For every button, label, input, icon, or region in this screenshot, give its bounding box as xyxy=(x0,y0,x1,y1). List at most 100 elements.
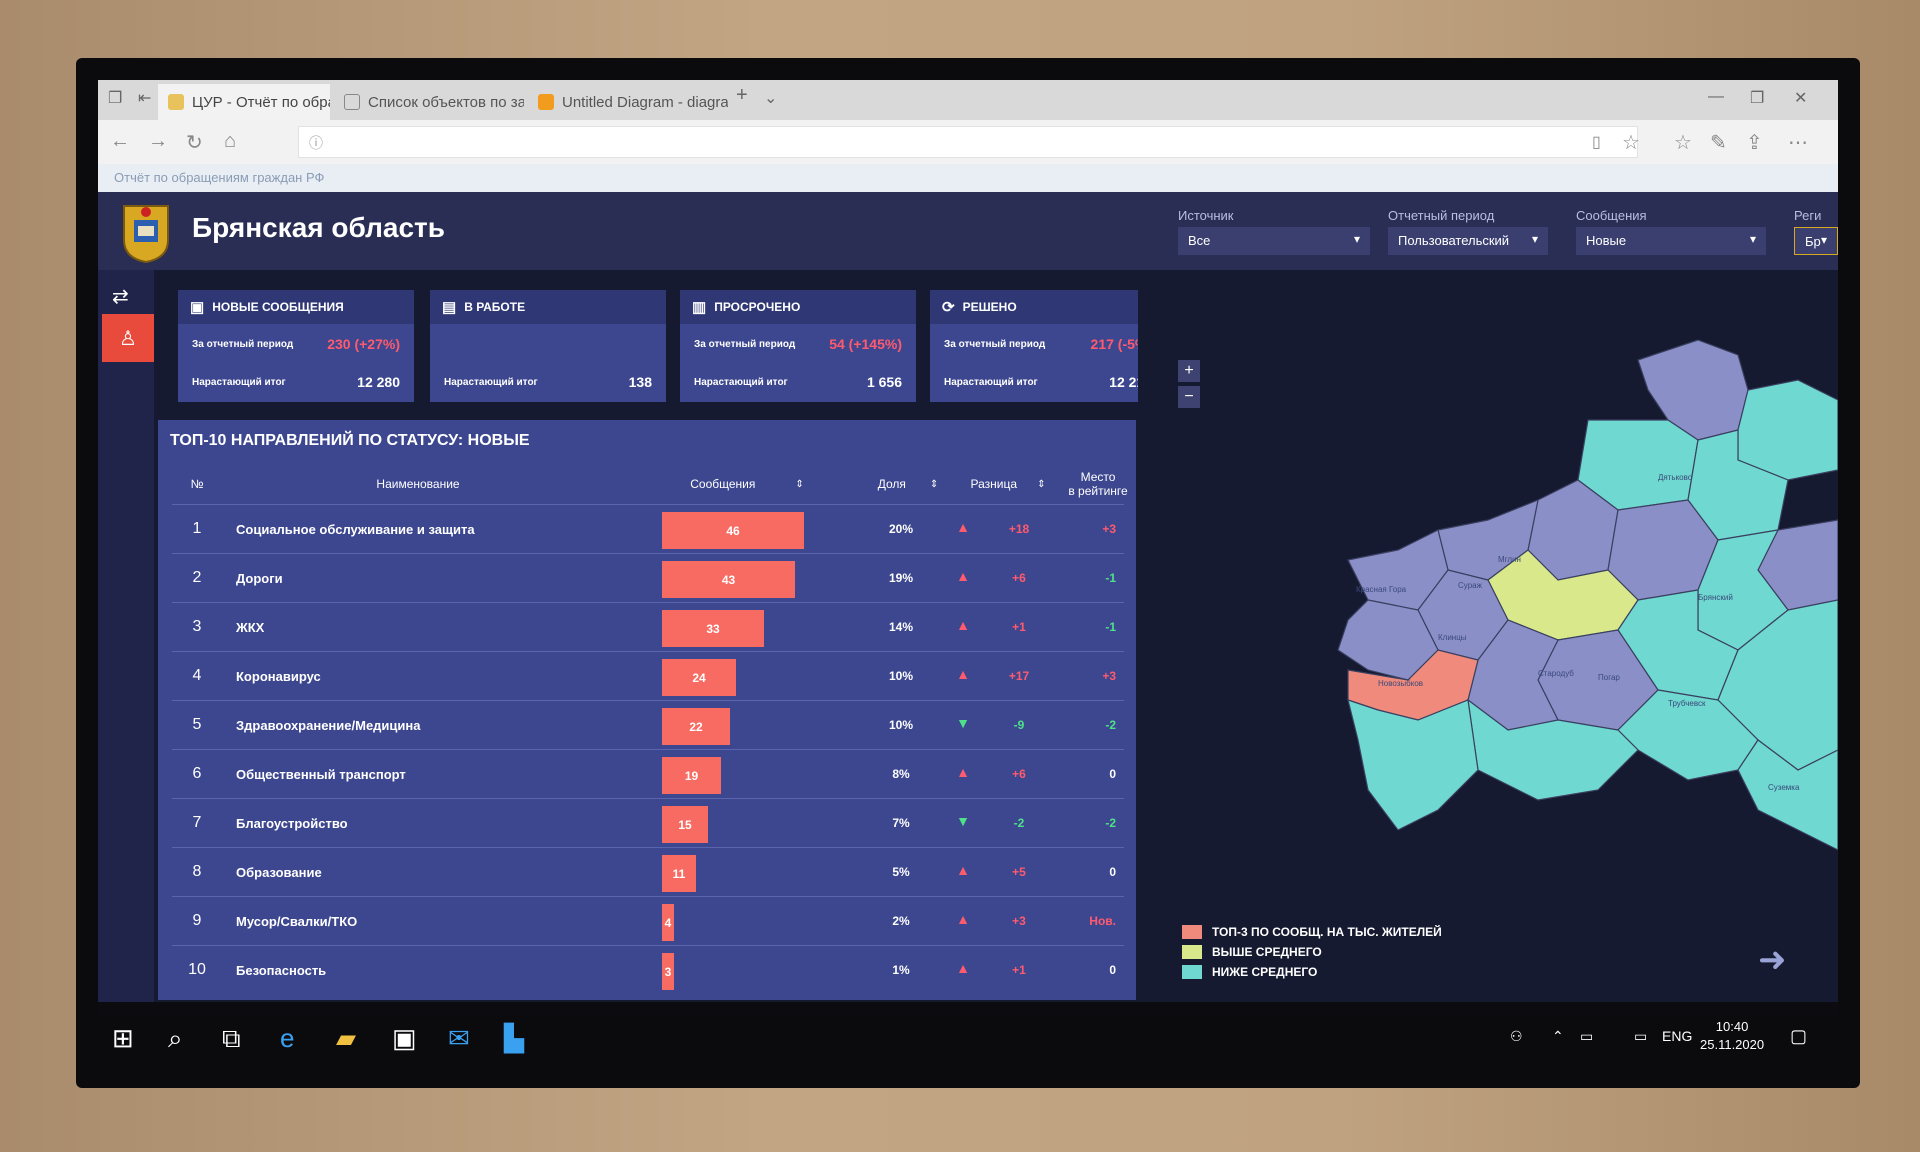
forward-icon[interactable]: → xyxy=(148,130,168,152)
report-tabstrip: Отчёт по обращениям граждан РФ xyxy=(98,164,1838,192)
back-icon[interactable]: ← xyxy=(110,130,130,152)
kpi-new-messages[interactable]: ▣ НОВЫЕ СООБЩЕНИЯ За отчетный период 230 (… xyxy=(178,290,414,402)
period-select[interactable]: Пользовательский xyxy=(1388,227,1548,255)
pen-icon[interactable]: ✎ xyxy=(1710,132,1727,154)
language-indicator[interactable]: ENG xyxy=(1662,1028,1693,1044)
row-num: 5 xyxy=(192,716,202,733)
messages-bar: 4 xyxy=(662,904,674,941)
chevron-down-icon[interactable]: ⌄ xyxy=(764,90,778,107)
close-window-icon[interactable]: ✕ xyxy=(1794,90,1808,107)
table-row[interactable]: 4 Коронавирус 24 10% ▲ +17 +3 xyxy=(172,651,1124,700)
mail-icon[interactable]: ✉ xyxy=(448,1023,470,1053)
search-icon[interactable]: ⌕ xyxy=(168,1023,183,1053)
legend-swatch xyxy=(1182,945,1202,959)
sidebar-item-citizen[interactable]: ♙ xyxy=(102,314,154,362)
favorite-star-icon[interactable]: ☆ xyxy=(1622,132,1640,154)
tab-manager-icon[interactable]: ❐ xyxy=(108,90,123,107)
table-row[interactable]: 1 Социальное обслуживание и защита 46 20% ▲ +… xyxy=(172,504,1124,553)
chat-icon: ▣ xyxy=(190,299,205,316)
table-row[interactable]: 3 ЖКХ 33 14% ▲ +1 -1 xyxy=(172,602,1124,651)
table-row[interactable]: 10 Безопасность 3 1% ▲ +1 0 xyxy=(172,945,1124,994)
row-num: 4 xyxy=(192,667,202,684)
map-svg[interactable]: Красная Гора Сураж Мглин Клинцы Новозыбк… xyxy=(1138,270,1838,1002)
new-tab-icon[interactable]: + xyxy=(736,84,748,106)
col-name: Наименование xyxy=(376,477,460,491)
home-icon[interactable]: ⌂ xyxy=(224,130,237,152)
tray-chevron-icon[interactable]: ⌃ xyxy=(1552,1028,1564,1044)
map-label: Стародуб xyxy=(1538,669,1574,678)
trend-up-icon: ▲ xyxy=(956,617,970,633)
messages-bar: 3 xyxy=(662,953,674,990)
address-bar[interactable]: ⓘ xyxy=(298,126,1638,158)
store-icon[interactable]: ▣ xyxy=(392,1023,417,1053)
next-page-arrow-icon[interactable]: ➜ xyxy=(1758,941,1787,979)
sort-icon[interactable]: ⇕ xyxy=(1037,478,1046,490)
maximize-icon[interactable]: ❐ xyxy=(1750,90,1765,107)
row-num: 10 xyxy=(188,961,206,978)
kpi-overdue[interactable]: ▥ ПРОСРОЧЕНО За отчетный период 54 (+145%)… xyxy=(680,290,916,402)
table-row[interactable]: 2 Дороги 43 19% ▲ +6 -1 xyxy=(172,553,1124,602)
col-messages[interactable]: Сообщения ⇕ xyxy=(662,464,832,504)
period-filter[interactable]: Отчетный период Пользовательский xyxy=(1388,208,1548,255)
minimize-icon[interactable]: — xyxy=(1708,88,1724,105)
left-sidebar: ⇄ ♙ xyxy=(98,270,154,1002)
sort-icon[interactable]: ⇕ xyxy=(795,478,804,490)
network-icon[interactable]: ▭ xyxy=(1634,1028,1648,1044)
row-name: Дороги xyxy=(236,571,283,586)
map-label: Погар xyxy=(1598,673,1620,682)
report-subtab[interactable]: Отчёт по обращениям граждан РФ xyxy=(114,170,325,185)
table-row[interactable]: 8 Образование 11 5% ▲ +5 0 xyxy=(172,847,1124,896)
map-label: Трубчевск xyxy=(1668,699,1706,708)
tab-cur-report[interactable]: ЦУР - Отчёт по обращ ✕ xyxy=(158,84,330,120)
table-row[interactable]: 9 Мусор/Свалки/ТКО 4 2% ▲ +3 Нов. xyxy=(172,896,1124,945)
swap-arrows-icon[interactable]: ⇄ xyxy=(112,286,129,308)
col-share[interactable]: Доля ⇕ xyxy=(868,464,948,504)
reading-view-icon[interactable]: ▯ xyxy=(1592,134,1601,151)
tab-untitled-diagram[interactable]: Untitled Diagram - diagram xyxy=(528,84,728,120)
row-name: ЖКХ xyxy=(236,620,265,635)
more-icon[interactable]: ⋯ xyxy=(1788,132,1808,154)
tab-objects-list[interactable]: Список объектов по запрс xyxy=(334,84,524,120)
edge-browser-icon[interactable]: e xyxy=(280,1023,295,1053)
task-view-icon[interactable]: ⧉ xyxy=(222,1023,241,1053)
kpi-period-value: 217 (-5%) xyxy=(1090,336,1152,352)
favorites-icon[interactable]: ☆ xyxy=(1674,132,1692,154)
table-row[interactable]: 5 Здравоохранение/Медицина 22 10% ▼ -9 -2 xyxy=(172,700,1124,749)
table-title: ТОП-10 НАПРАВЛЕНИЙ ПО СТАТУСУ: НОВЫЕ xyxy=(170,432,530,449)
source-filter[interactable]: Источник Все xyxy=(1178,208,1370,255)
row-share: 2% xyxy=(892,914,910,928)
table-row[interactable]: 6 Общественный транспорт 19 8% ▲ +6 0 xyxy=(172,749,1124,798)
table-row[interactable]: 7 Благоустройство 15 7% ▼ -2 -2 xyxy=(172,798,1124,847)
refresh-icon[interactable]: ↻ xyxy=(186,132,203,154)
row-num: 8 xyxy=(192,863,202,880)
zoom-in-button[interactable]: + xyxy=(1178,360,1200,382)
app-l-icon[interactable]: ▙ xyxy=(504,1023,524,1053)
zoom-out-button[interactable]: − xyxy=(1178,386,1200,408)
taskbar-clock[interactable]: 10:40 25.11.2020 xyxy=(1700,1018,1764,1054)
share-icon[interactable]: ⇪ xyxy=(1746,132,1763,154)
windows-start-icon[interactable]: ⊞ xyxy=(112,1023,134,1053)
map-label: Дятьково xyxy=(1658,473,1693,482)
notifications-icon[interactable]: ▢ xyxy=(1790,1026,1808,1046)
row-diff: +17 xyxy=(1008,669,1030,683)
trend-up-icon: ▲ xyxy=(956,862,970,878)
file-explorer-icon[interactable]: ▰ xyxy=(336,1023,356,1053)
region-map[interactable]: Красная Гора Сураж Мглин Клинцы Новозыбк… xyxy=(1138,270,1838,1002)
sort-icon[interactable]: ⇕ xyxy=(929,478,939,490)
col-diff[interactable]: Разница ⇕ xyxy=(958,464,1058,504)
legend-label: ТОП-3 ПО СООБЩ. НА ТЫС. ЖИТЕЛЕЙ xyxy=(1212,925,1442,939)
messages-filter[interactable]: Сообщения Новые xyxy=(1576,208,1766,255)
region-select[interactable]: Бр xyxy=(1794,227,1838,255)
row-share: 1% xyxy=(892,963,910,977)
kpi-resolved[interactable]: ⟳ РЕШЕНО За отчетный период 217 (-5%) Нара… xyxy=(930,290,1166,402)
row-share: 7% xyxy=(892,816,910,830)
kpi-in-progress[interactable]: ▤ В РАБОТЕ Нарастающий итог 138 xyxy=(430,290,666,402)
people-icon[interactable]: ⚇ xyxy=(1510,1028,1523,1044)
row-num: 6 xyxy=(192,765,202,782)
source-select[interactable]: Все xyxy=(1178,227,1370,255)
set-aside-icon[interactable]: ⇤ xyxy=(138,90,152,107)
region-filter[interactable]: Реги Бр xyxy=(1794,208,1838,255)
legend-item: ВЫШЕ СРЕДНЕГО xyxy=(1182,942,1442,962)
messages-select[interactable]: Новые xyxy=(1576,227,1766,255)
row-num: 2 xyxy=(192,569,202,586)
